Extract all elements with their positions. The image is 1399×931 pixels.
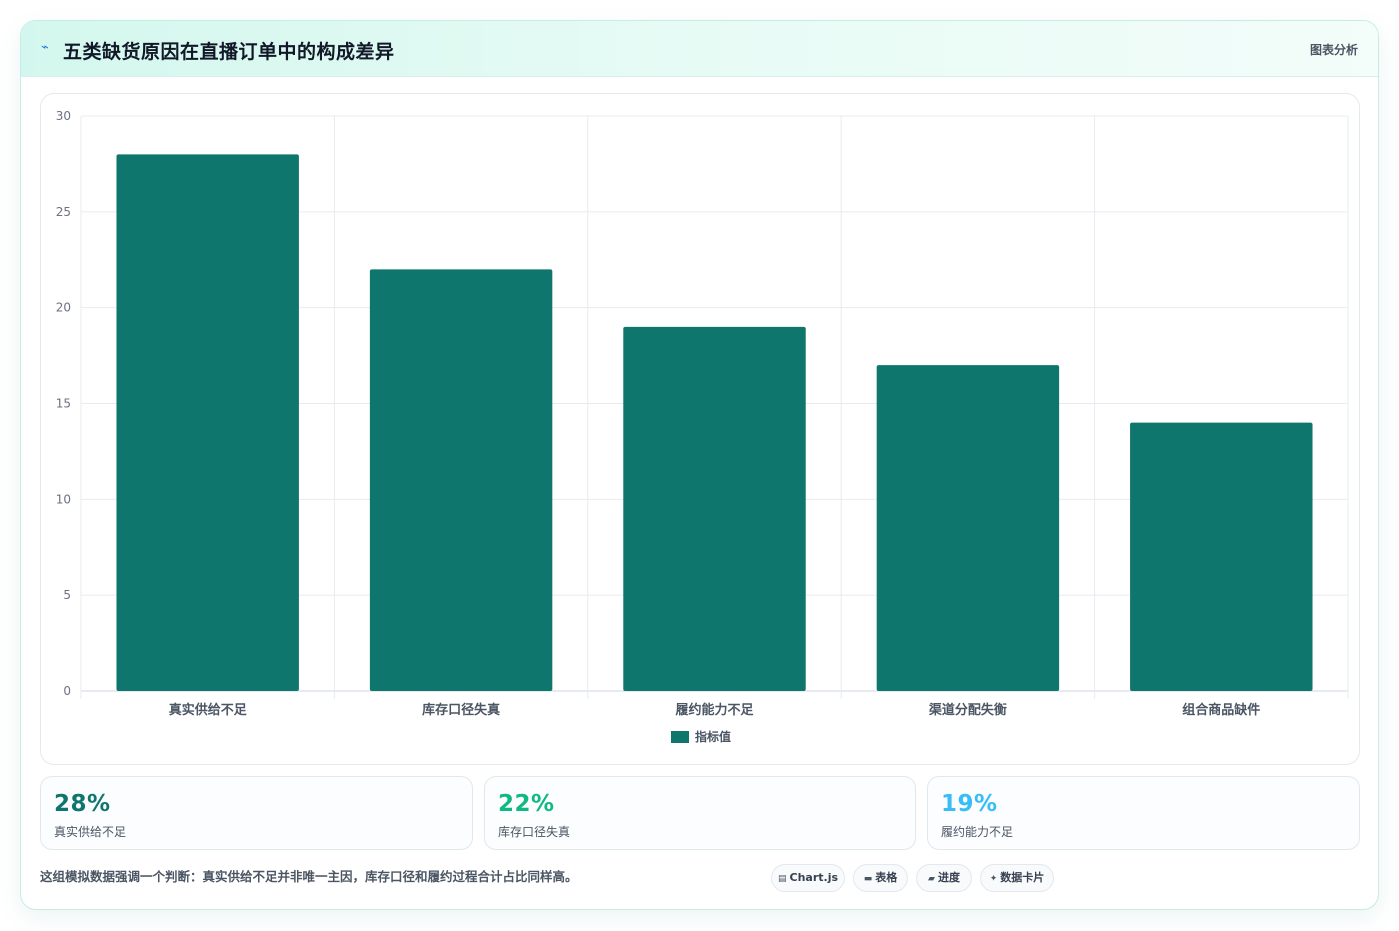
page-title: 五类缺货原因在直播订单中的构成差异 [63, 41, 395, 63]
x-tick-label: 渠道分配失衡 [928, 702, 1007, 718]
x-tick-label: 履约能力不足 [675, 702, 754, 718]
y-tick-label: 30 [56, 109, 71, 123]
y-tick-label: 0 [63, 684, 71, 698]
y-tick-label: 15 [56, 397, 71, 411]
tag-label: Chart.js [789, 871, 839, 884]
stat-value: 28% [54, 791, 111, 817]
tag-label: 表格 [875, 871, 898, 884]
summary-note: 这组模拟数据强调一个判断：真实供给不足并非唯一主因，库存口径和履约过程合计占比同… [40, 869, 578, 884]
chart-card: ⌁ 五类缺货原因在直播订单中的构成差异 图表分析 0 5 10 15 20 25 30 真实供… [20, 20, 1379, 910]
y-tick-label: 25 [56, 205, 71, 219]
stat-label: 库存口径失真 [498, 825, 571, 839]
bar [369, 269, 553, 691]
x-tick-label: 组合商品缺件 [1182, 702, 1260, 718]
bar [116, 154, 299, 692]
bar [623, 326, 806, 691]
stat-card: 22% 库存口径失真 [484, 776, 916, 850]
x-tick-label: 真实供给不足 [169, 702, 248, 718]
chart-icon: ▤ [777, 874, 787, 884]
table-icon: ▬ [863, 874, 873, 884]
stat-card: 19% 履约能力不足 [927, 776, 1360, 850]
bar [1130, 422, 1313, 691]
tag-chartjs[interactable]: ▤ Chart.js [771, 864, 845, 892]
legend-swatch [671, 731, 689, 743]
x-tick-label: 库存口径失真 [422, 702, 500, 718]
stat-value: 19% [941, 791, 998, 817]
tag-label: 数据卡片 [1000, 871, 1045, 884]
tag-progress[interactable]: ▰ 进度 [916, 864, 972, 892]
y-tick-label: 20 [56, 301, 71, 315]
y-tick-label: 10 [56, 492, 71, 506]
bar-chart: 0 5 10 15 20 25 30 真实供给不足 库存口径失真 履约能力不足 渠道分配失衡 组合商品… [56, 109, 1349, 744]
legend-label: 指标值 [695, 729, 731, 744]
stat-card: 28% 真实供给不足 [40, 776, 473, 850]
progress-icon: ▰ [928, 874, 935, 884]
card-header: ⌁ 五类缺货原因在直播订单中的构成差异 图表分析 [21, 21, 1378, 77]
tag-label: 进度 [937, 871, 960, 884]
stat-label: 履约能力不足 [941, 825, 1014, 839]
tag-data-card[interactable]: ✦ 数据卡片 [980, 864, 1054, 892]
lightning-icon: ⌁ [41, 40, 49, 55]
tag-table[interactable]: ▬ 表格 [853, 864, 908, 892]
y-tick-label: 5 [63, 588, 71, 602]
stat-label: 真实供给不足 [54, 825, 127, 839]
chart-analysis-link[interactable]: 图表分析 [1309, 43, 1358, 57]
chart-panel: 0 5 10 15 20 25 30 真实供给不足 库存口径失真 履约能力不足 渠道分配失衡 组合商品… [40, 93, 1360, 765]
sparkle-icon: ✦ [989, 874, 998, 884]
bar [876, 365, 1060, 691]
stat-value: 22% [498, 791, 555, 817]
